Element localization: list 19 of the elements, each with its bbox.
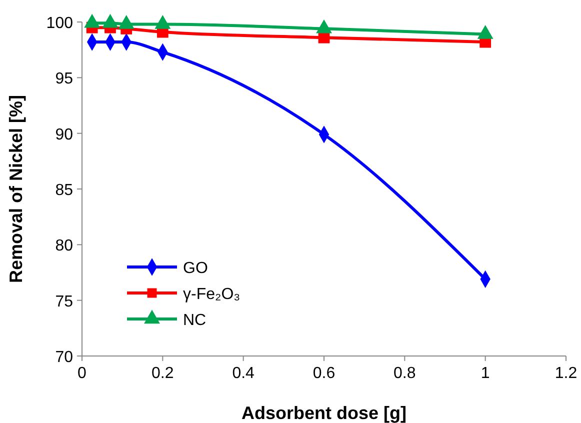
y-tick-label: 85	[55, 182, 74, 199]
x-tick-label: 0.4	[232, 365, 255, 382]
y-tick-label: 70	[55, 349, 74, 366]
x-tick-label: 1	[480, 365, 490, 382]
y-axis-title: Removal of Nickel [%]	[6, 94, 26, 284]
y-tick-label: 80	[55, 238, 74, 255]
legend-label: γ-Fe₂O₃	[183, 286, 240, 303]
x-tick-label: 0.2	[152, 365, 174, 382]
y-tick-label: 75	[55, 293, 74, 310]
y-tick-label: 90	[55, 126, 74, 144]
y-tick-label: 100	[46, 15, 74, 32]
x-tick-label: 0.6	[312, 365, 336, 382]
x-tick-label: 1.2	[554, 365, 578, 382]
x-axis-title: Adsorbent dose [g]	[242, 403, 406, 423]
legend-label: GO	[183, 260, 208, 277]
legend-label: NC	[183, 312, 206, 329]
y-tick-label: 95	[55, 70, 74, 88]
x-tick-label: 0	[78, 365, 87, 382]
x-tick-label: 0.8	[394, 365, 416, 382]
